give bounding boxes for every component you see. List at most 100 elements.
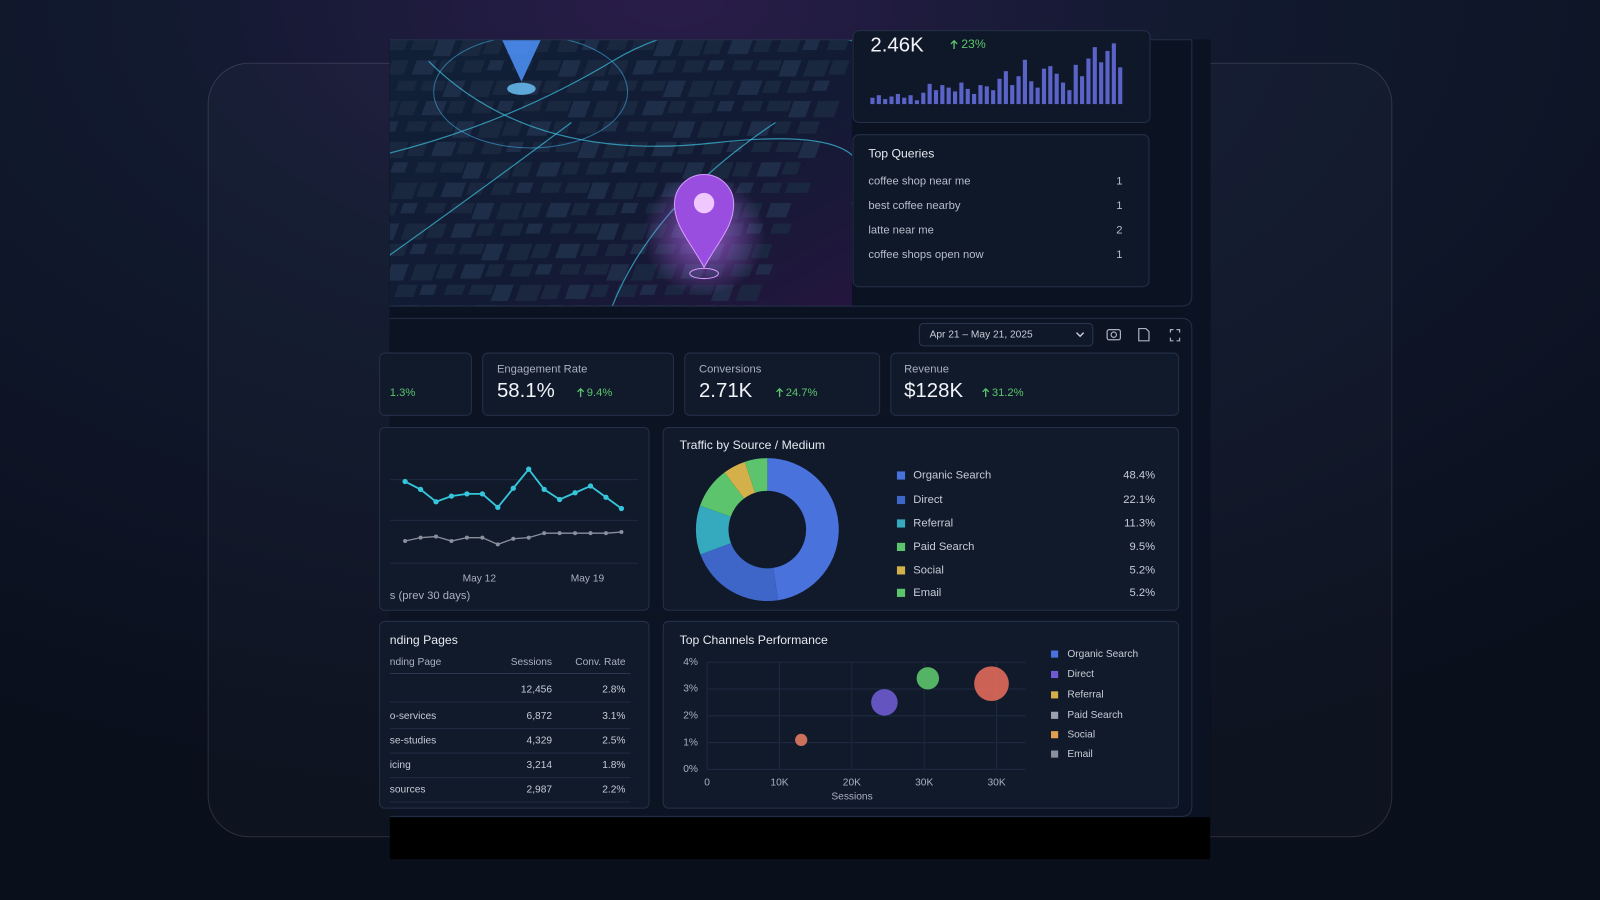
line-point	[464, 535, 469, 540]
map-block	[435, 264, 457, 279]
legend-label: s (prev 30 days)	[390, 590, 471, 602]
map-block	[629, 243, 648, 255]
line-point	[572, 490, 578, 496]
column-header: Sessions	[511, 657, 552, 668]
kpi-card	[890, 352, 1180, 416]
y-tick-label: 2%	[683, 711, 698, 722]
donut-segment	[695, 505, 732, 555]
line-point	[587, 483, 594, 489]
line-point	[556, 496, 563, 503]
stat-change: 23%	[961, 37, 986, 51]
map-block	[499, 223, 524, 236]
map-block	[701, 141, 725, 155]
kpi-value: $128K	[904, 380, 963, 402]
map-block	[567, 101, 591, 118]
map-block	[755, 264, 774, 275]
map-block	[556, 39, 581, 53]
map-block	[458, 243, 485, 255]
camera-button[interactable]	[1106, 328, 1122, 341]
map-block	[554, 141, 582, 153]
card-title: Top Queries	[868, 146, 934, 160]
up-arrow-icon	[950, 39, 958, 49]
bar	[1029, 81, 1034, 105]
line-point	[464, 491, 470, 497]
bar	[1035, 87, 1040, 105]
x-tick-label: 30K	[987, 777, 1005, 788]
map-block	[620, 223, 649, 240]
map-block	[509, 264, 534, 277]
legend-label: Direct	[1067, 669, 1094, 680]
legend-value: 11.3%	[1124, 517, 1155, 529]
legend-swatch	[1051, 691, 1059, 699]
cell: o-services	[390, 711, 436, 722]
map-block	[770, 223, 793, 234]
map-block	[630, 264, 658, 281]
map-block	[416, 182, 438, 197]
map-block	[442, 80, 466, 97]
map-block	[604, 243, 629, 257]
x-tick-label: 10K	[770, 777, 788, 788]
map-block	[650, 121, 677, 132]
kpi-card	[684, 352, 881, 416]
x-tick-label: May 19	[571, 573, 605, 584]
map-block	[722, 121, 744, 136]
legend-label: Organic Search	[1067, 649, 1138, 660]
map-block	[625, 121, 648, 132]
map-block	[545, 101, 572, 112]
map-block	[541, 80, 562, 93]
bar	[946, 87, 951, 105]
map-block	[466, 80, 495, 97]
kpi-change: 31.2%	[992, 387, 1024, 399]
legend-label: Paid Search	[1067, 710, 1123, 721]
cell: 6,872	[527, 711, 553, 722]
kpi-change: 1.3%	[390, 387, 416, 399]
bar	[914, 100, 920, 105]
map-block	[756, 162, 782, 177]
bar	[1003, 71, 1008, 105]
x-tick-label: 20K	[843, 777, 861, 788]
map-block	[490, 284, 514, 302]
map-block	[414, 162, 437, 173]
map-block	[564, 284, 591, 299]
map-block	[786, 80, 811, 93]
map-block	[459, 264, 486, 279]
line-point	[480, 535, 485, 540]
map-block	[639, 284, 658, 295]
fullscreen-button[interactable]	[1169, 328, 1181, 342]
bar	[1080, 76, 1085, 105]
map-ring	[433, 39, 629, 149]
cell: 2.8%	[602, 684, 625, 695]
query-count: 1	[1116, 249, 1122, 261]
map-block	[741, 101, 764, 112]
map-block	[653, 39, 677, 57]
map-block	[439, 162, 466, 173]
bar	[978, 85, 983, 105]
map-block	[662, 80, 686, 97]
bar	[991, 90, 996, 105]
line-point	[603, 494, 609, 500]
camera-icon	[1106, 328, 1122, 341]
line-point	[448, 493, 455, 499]
map-block	[465, 182, 486, 195]
map-block	[535, 162, 562, 177]
map-block	[451, 121, 476, 138]
y-tick-label: 0%	[683, 764, 698, 775]
bar	[1105, 50, 1110, 105]
export-button[interactable]	[1138, 327, 1150, 342]
bar	[902, 97, 907, 105]
map-block	[520, 203, 543, 218]
map-block	[601, 141, 629, 159]
map-block	[530, 243, 553, 259]
map-block	[712, 80, 734, 95]
bar	[1111, 43, 1116, 105]
map-block	[666, 101, 687, 114]
date-dropdown[interactable]	[918, 322, 1094, 347]
map-block	[583, 264, 610, 275]
map-block	[393, 284, 418, 297]
bar	[984, 86, 989, 105]
map-block	[410, 264, 438, 281]
bar	[965, 88, 970, 105]
map-block	[781, 162, 802, 175]
landing-card	[379, 620, 650, 809]
bar	[933, 90, 939, 105]
